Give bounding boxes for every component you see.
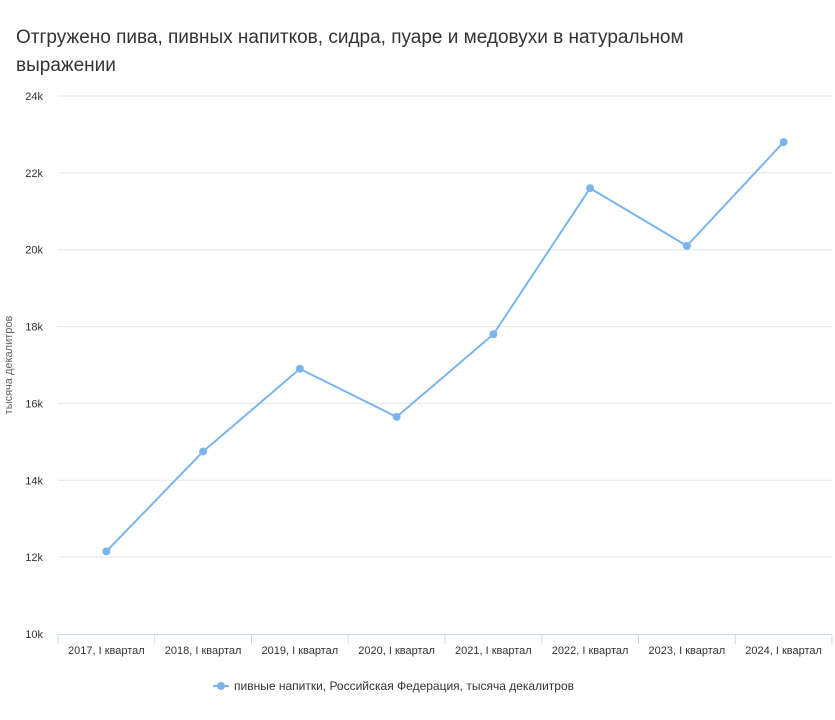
legend-label: пивные напитки, Российская Федерация, ты… xyxy=(234,679,574,693)
x-tick-labels: 2017, I квартал 2018, I квартал 2019, I кв… xyxy=(68,645,822,657)
y-tick-labels: 10k 12k 14k 16k 18k 20k 22k 24k xyxy=(25,91,43,641)
x-tick-label: 2023, I квартал xyxy=(649,645,726,657)
data-point[interactable] xyxy=(392,412,401,421)
data-point[interactable] xyxy=(295,364,304,373)
y-grid xyxy=(58,95,832,558)
x-axis xyxy=(57,634,833,644)
y-axis-label: тысяча декалитров xyxy=(3,316,15,415)
y-tick-label: 20k xyxy=(25,245,43,257)
data-point[interactable] xyxy=(586,184,595,193)
x-tick-label: 2017, I квартал xyxy=(68,645,145,657)
x-tick-label: 2020, I квартал xyxy=(358,645,435,657)
x-tick-label: 2024, I квартал xyxy=(745,645,822,657)
data-point[interactable] xyxy=(682,241,691,250)
data-point[interactable] xyxy=(779,138,788,147)
y-tick-label: 12k xyxy=(25,552,43,564)
x-tick-label: 2022, I квартал xyxy=(552,645,629,657)
x-tick-label: 2018, I квартал xyxy=(165,645,242,657)
series-group xyxy=(102,138,788,556)
y-tick-label: 16k xyxy=(25,398,43,410)
y-tick-label: 14k xyxy=(25,475,43,487)
y-tick-label: 18k xyxy=(25,322,43,334)
data-point[interactable] xyxy=(102,547,111,556)
data-point[interactable] xyxy=(489,330,498,339)
x-tick-label: 2019, I квартал xyxy=(262,645,339,657)
legend[interactable]: пивные напитки, Российская Федерация, ты… xyxy=(213,679,574,693)
chart-title: Отгружено пива, пивных напитков, сидра, … xyxy=(16,27,684,76)
series-line xyxy=(105,141,785,553)
x-tick-label: 2021, I квартал xyxy=(455,645,532,657)
y-tick-label: 10k xyxy=(25,629,43,641)
y-tick-label: 22k xyxy=(25,168,43,180)
y-tick-label: 24k xyxy=(25,91,43,103)
legend-marker xyxy=(217,682,225,690)
data-point[interactable] xyxy=(199,447,208,456)
